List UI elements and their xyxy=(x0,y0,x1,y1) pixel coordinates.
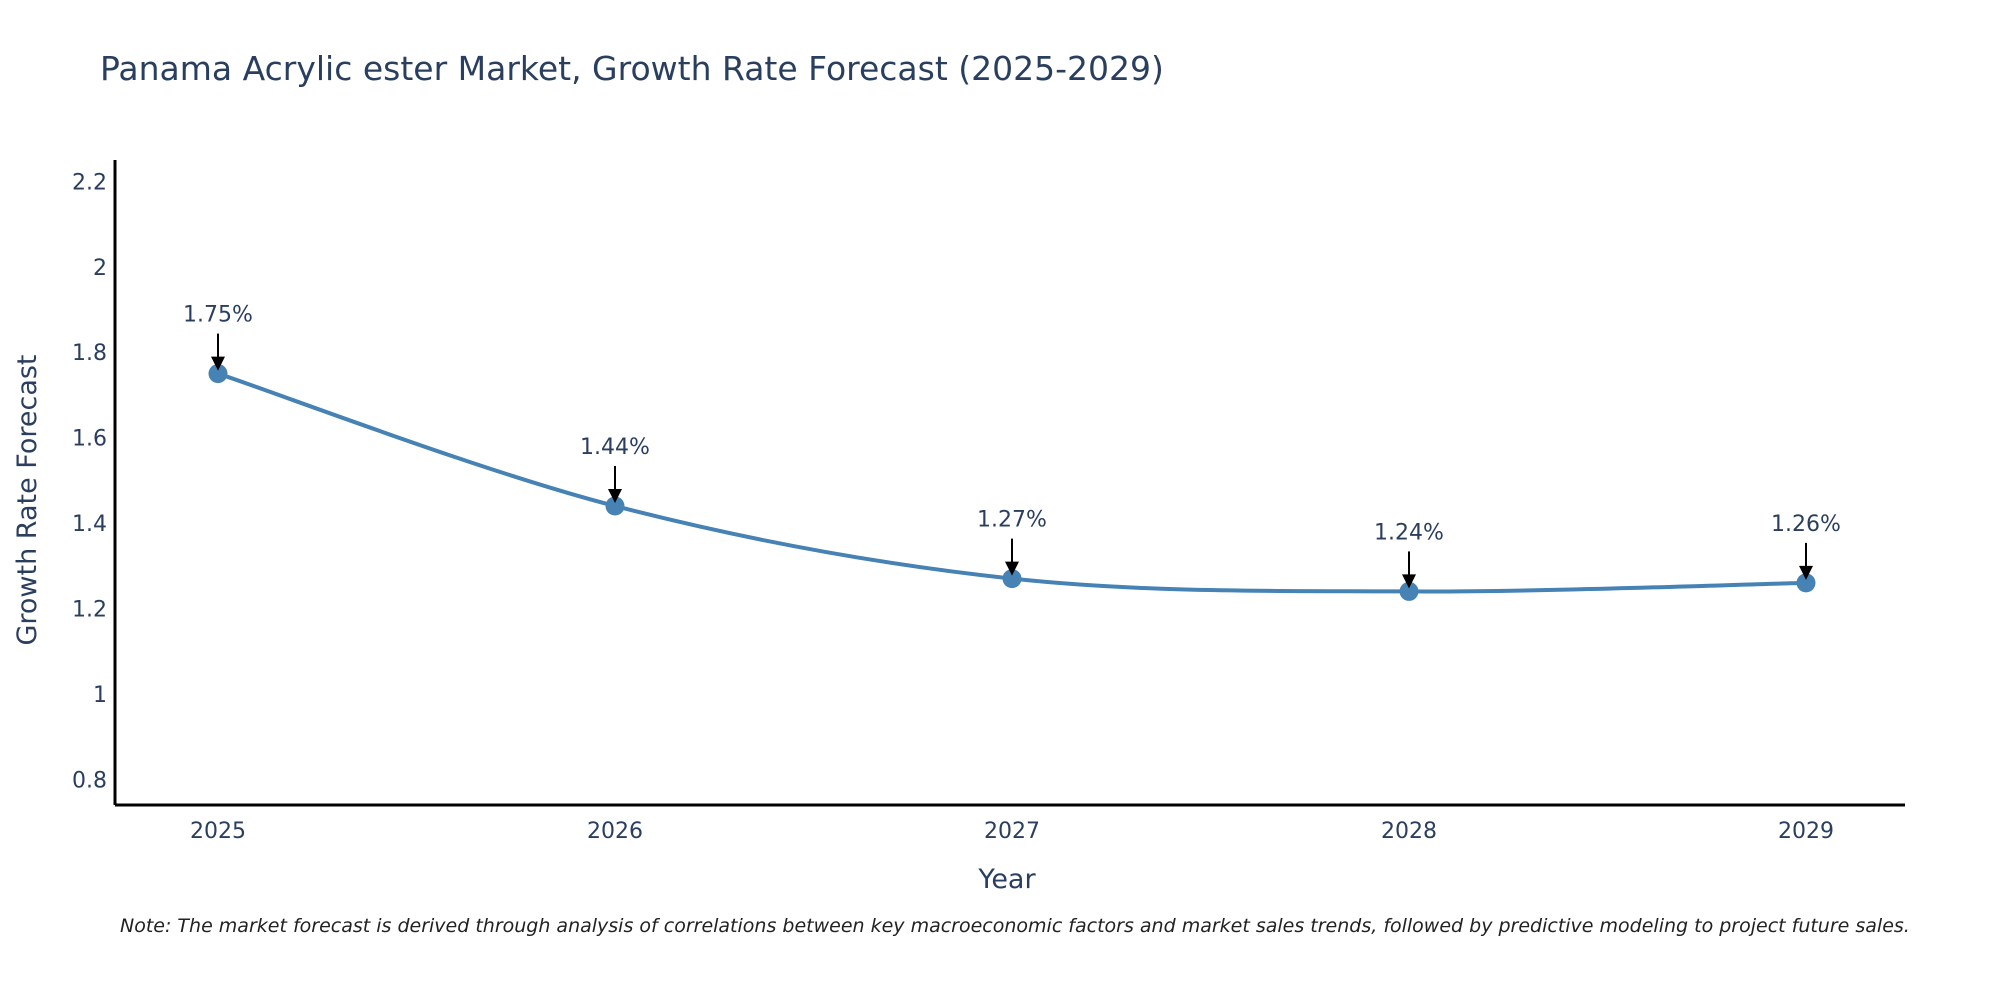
annotation-arrow-head xyxy=(1005,561,1019,576)
data-annotations: 1.75% 1.44% 1.27% 1.24% 1.26% xyxy=(183,303,1841,589)
annotation-arrow-head xyxy=(1402,574,1416,589)
data-label: 1.24% xyxy=(1374,520,1444,545)
data-annotation: 1.75% xyxy=(183,303,253,371)
data-point-marker xyxy=(1796,573,1816,593)
y-axis-title: Growth Rate Forecast xyxy=(12,354,43,645)
x-tick-label: 2026 xyxy=(587,819,643,844)
data-annotation: 1.44% xyxy=(580,435,650,503)
annotation-arrow-head xyxy=(1799,565,1813,580)
data-point-marker xyxy=(1002,569,1022,589)
data-annotation: 1.26% xyxy=(1771,512,1841,580)
x-tick-label: 2027 xyxy=(984,819,1040,844)
y-tick-label: 1.6 xyxy=(72,427,107,452)
y-tick-label: 1.8 xyxy=(72,341,107,366)
data-label: 1.26% xyxy=(1771,512,1841,537)
series-markers xyxy=(208,364,1816,601)
y-tick-label: 1 xyxy=(93,683,107,708)
x-tick-label: 2028 xyxy=(1381,819,1437,844)
data-label: 1.27% xyxy=(977,508,1047,533)
y-tick-label: 1.4 xyxy=(72,512,107,537)
x-axis-ticks: 2025 2026 2027 2028 2029 xyxy=(190,819,1834,844)
data-label: 1.75% xyxy=(183,303,253,328)
annotation-arrow-head xyxy=(608,488,622,503)
data-annotation: 1.27% xyxy=(977,508,1047,576)
data-point-marker xyxy=(208,364,228,384)
data-point-marker xyxy=(1399,581,1419,601)
y-tick-label: 2.2 xyxy=(72,170,107,195)
footnote: Note: The market forecast is derived thr… xyxy=(120,915,1910,937)
x-tick-label: 2029 xyxy=(1778,819,1834,844)
data-label: 1.44% xyxy=(580,435,650,460)
annotation-arrow-head xyxy=(211,356,225,371)
data-annotation: 1.24% xyxy=(1374,520,1444,589)
y-tick-label: 2 xyxy=(93,256,107,281)
chart-title: Panama Acrylic ester Market, Growth Rate… xyxy=(100,49,1164,88)
y-axis-ticks: 0.8 1 1.2 1.4 1.6 1.8 2 2.2 xyxy=(72,170,107,793)
x-tick-label: 2025 xyxy=(190,819,246,844)
x-axis-title: Year xyxy=(977,864,1036,895)
y-tick-label: 1.2 xyxy=(72,598,107,623)
y-tick-label: 0.8 xyxy=(72,768,107,793)
data-point-marker xyxy=(605,496,625,516)
